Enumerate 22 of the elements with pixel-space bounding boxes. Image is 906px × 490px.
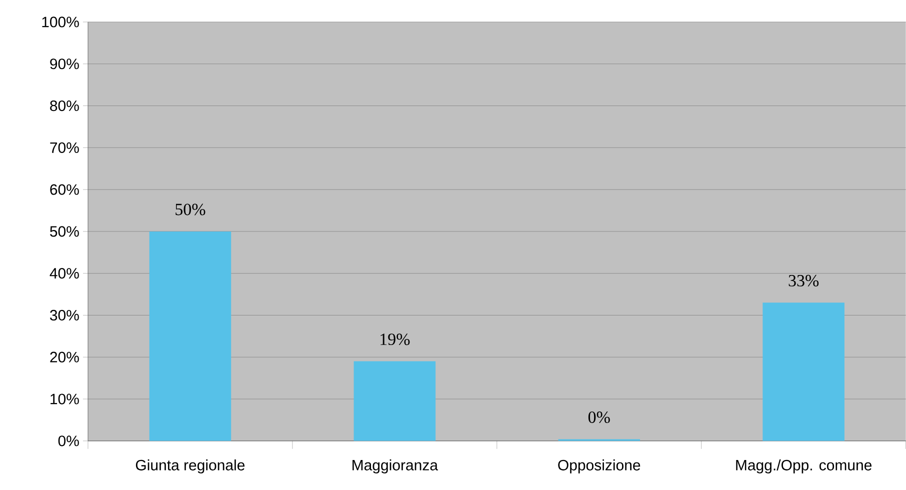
data-label: 19%	[380, 334, 410, 346]
bar	[762, 302, 844, 441]
y-tick-label: 40%	[50, 268, 79, 279]
y-tick-label: 10%	[50, 394, 79, 404]
y-tick-label: 80%	[50, 100, 79, 112]
y-tick-label: 90%	[50, 58, 79, 70]
data-label: 0%	[588, 412, 610, 424]
bar	[354, 361, 436, 441]
data-label: 33%	[788, 274, 819, 287]
y-tick-label: 20%	[50, 352, 79, 362]
data-label: 50%	[176, 204, 206, 216]
y-tick-label: 100%	[42, 16, 79, 28]
y-tick-label: 30%	[50, 310, 79, 321]
x-tick-label: Maggioranza	[352, 459, 438, 474]
y-tick-label: 50%	[50, 226, 79, 237]
x-tick-label: Giunta regionale	[136, 459, 245, 474]
x-tick-label: Magg./Opp. comune	[736, 459, 872, 474]
y-tick-label: 70%	[50, 142, 79, 154]
y-tick-label: 0%	[58, 436, 79, 446]
bar	[149, 231, 232, 441]
y-tick-label: 60%	[50, 184, 79, 195]
x-tick-label: Opposizione	[558, 459, 640, 474]
